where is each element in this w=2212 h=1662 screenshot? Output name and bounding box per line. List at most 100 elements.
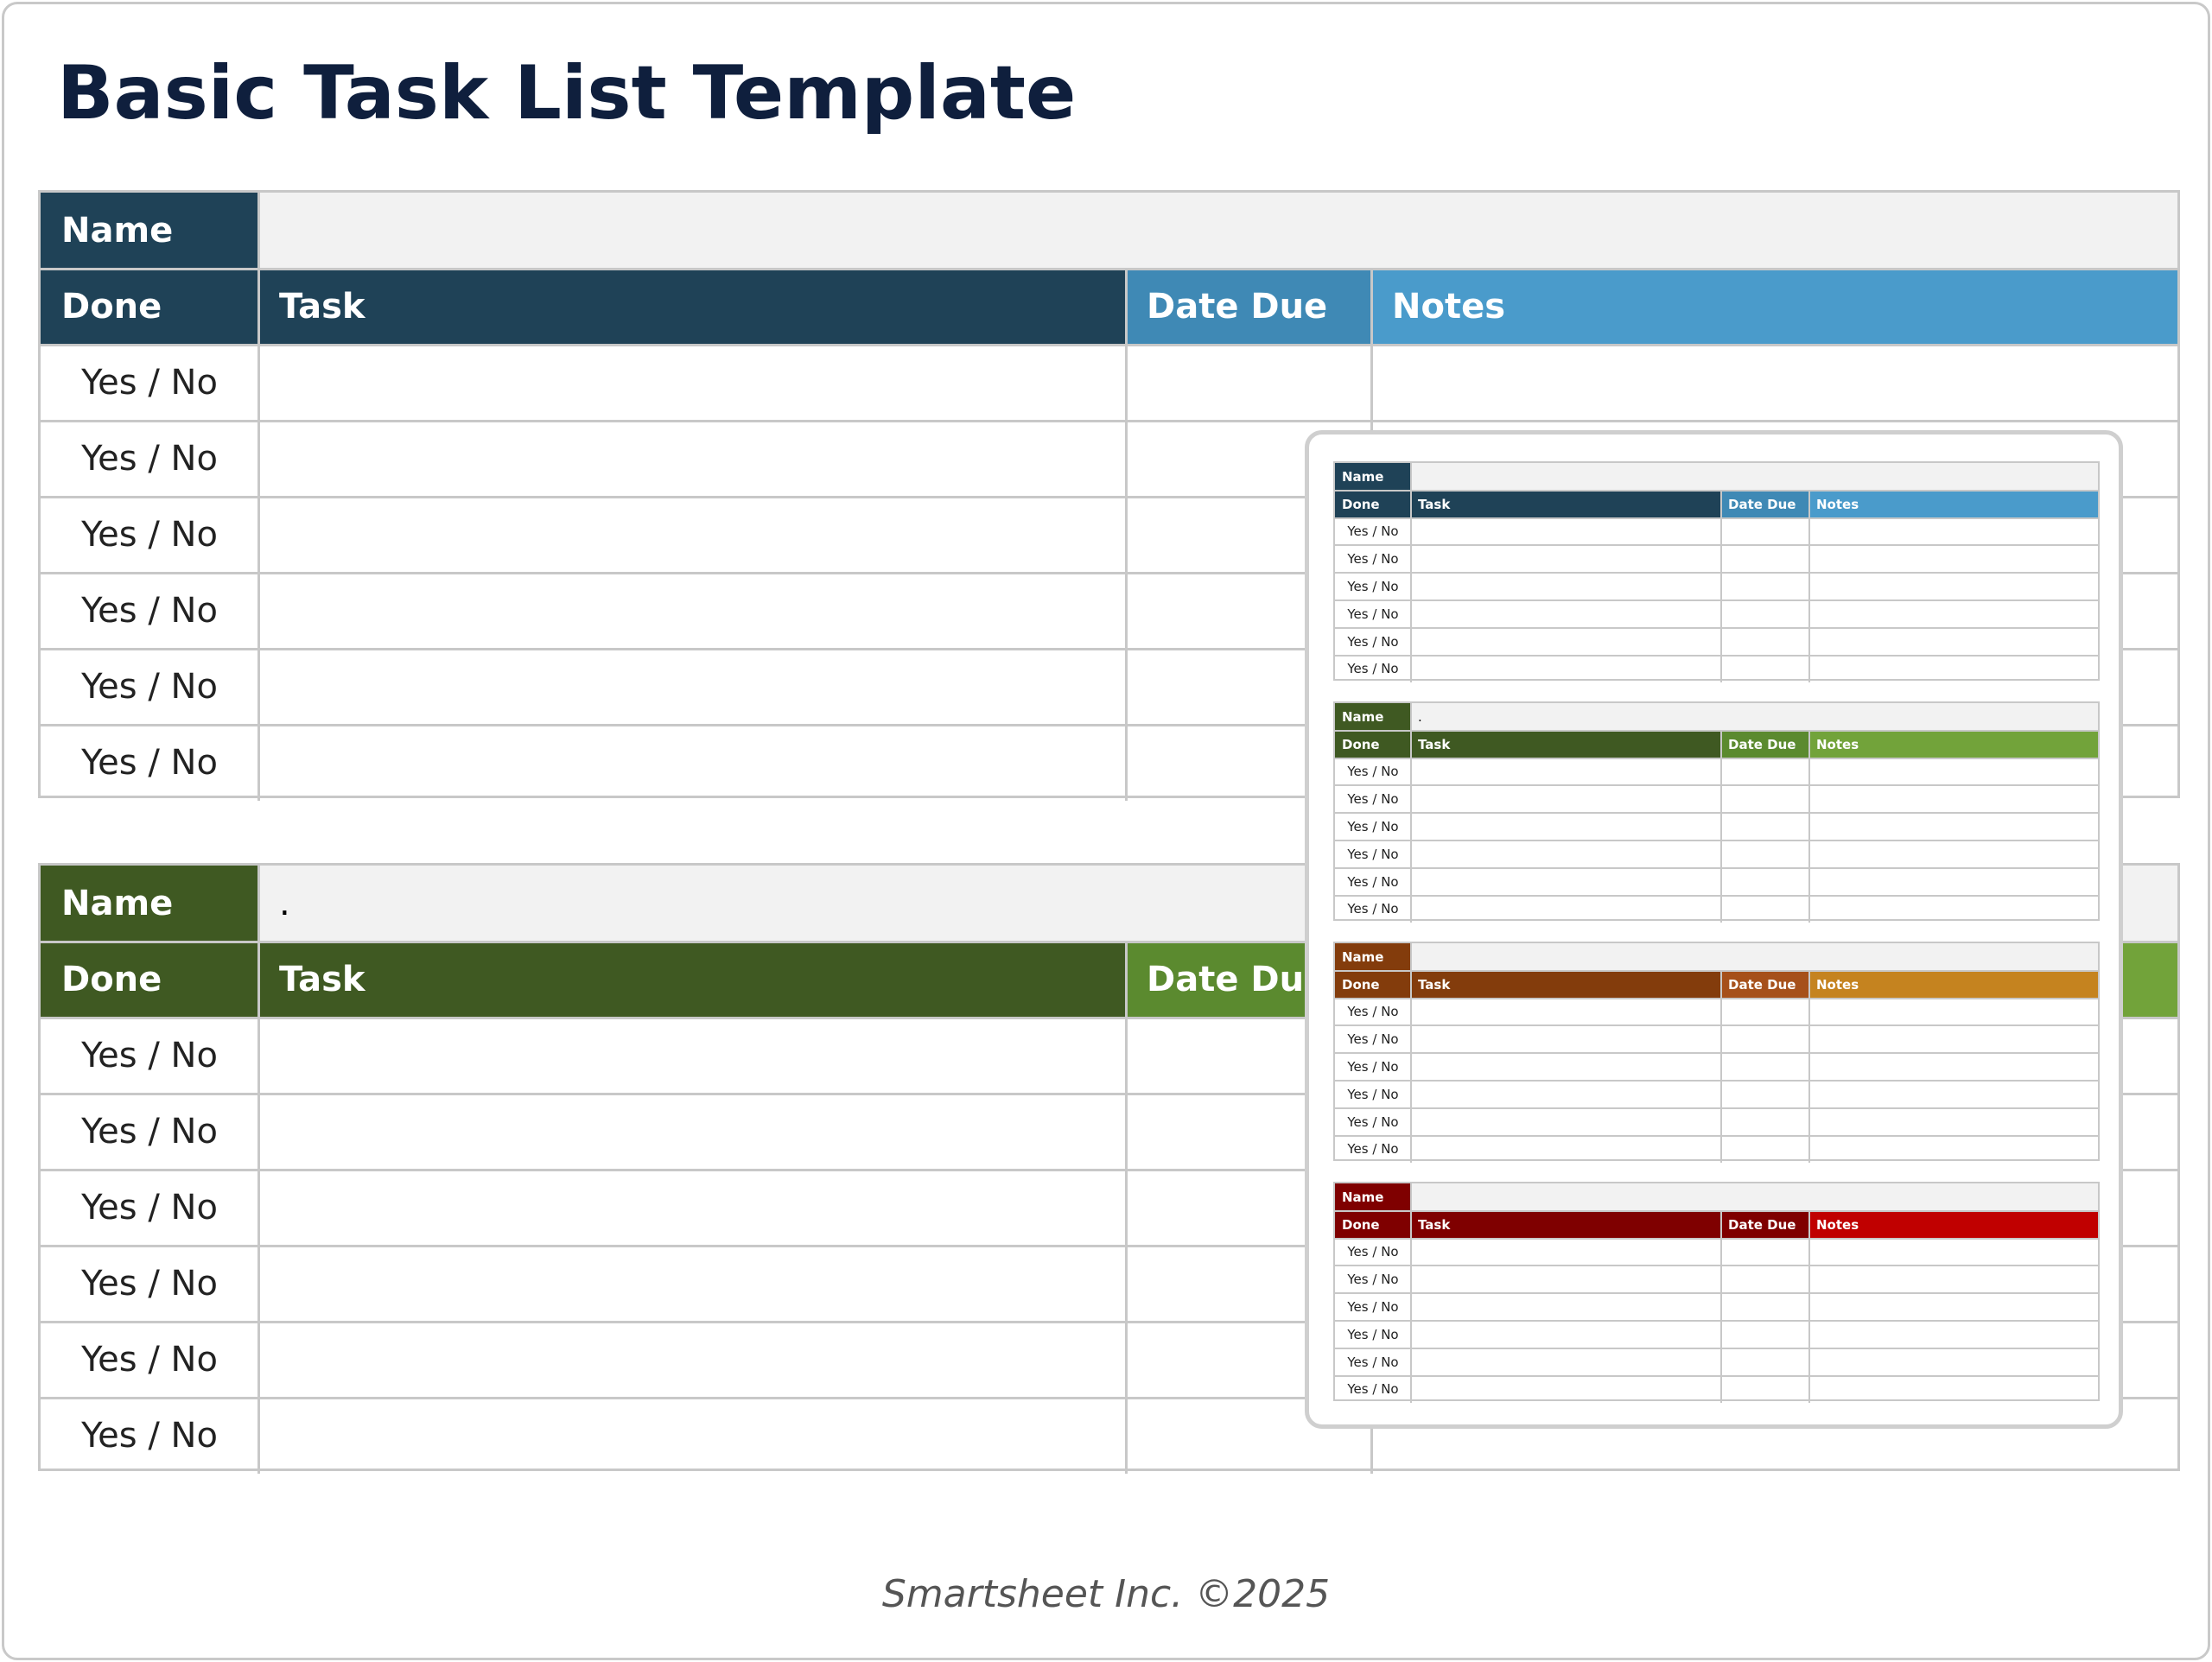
- notes-cell[interactable]: [1809, 545, 2098, 573]
- task-cell[interactable]: [1411, 1348, 1721, 1376]
- date-due-cell[interactable]: [1721, 1136, 1809, 1164]
- done-cell[interactable]: Yes / No: [81, 1416, 218, 1456]
- notes-cell[interactable]: [1809, 628, 2098, 656]
- date-due-cell[interactable]: [1721, 868, 1809, 896]
- task-cell[interactable]: [1411, 1266, 1721, 1293]
- date-due-cell[interactable]: [1721, 758, 1809, 786]
- name-input[interactable]: [1411, 1183, 2098, 1211]
- done-cell[interactable]: Yes / No: [1347, 819, 1399, 835]
- notes-cell[interactable]: [1809, 785, 2098, 813]
- notes-cell[interactable]: [1809, 813, 2098, 841]
- task-cell[interactable]: [258, 649, 1126, 725]
- task-cell[interactable]: [1411, 1081, 1721, 1108]
- task-cell[interactable]: [1411, 841, 1721, 868]
- done-cell[interactable]: Yes / No: [1347, 1244, 1399, 1260]
- done-cell[interactable]: Yes / No: [81, 667, 218, 707]
- notes-cell[interactable]: [1809, 1108, 2098, 1136]
- done-cell[interactable]: Yes / No: [81, 1036, 218, 1075]
- date-due-cell[interactable]: [1721, 545, 1809, 573]
- task-cell[interactable]: [1411, 813, 1721, 841]
- task-cell[interactable]: [1411, 573, 1721, 600]
- done-cell[interactable]: Yes / No: [1347, 1004, 1399, 1020]
- done-cell[interactable]: Yes / No: [1347, 523, 1399, 540]
- done-cell[interactable]: Yes / No: [81, 1264, 218, 1304]
- task-cell[interactable]: [1411, 1293, 1721, 1321]
- task-cell[interactable]: [1411, 518, 1721, 546]
- done-cell[interactable]: Yes / No: [81, 743, 218, 783]
- done-cell[interactable]: Yes / No: [1347, 661, 1399, 677]
- task-cell[interactable]: [1411, 785, 1721, 813]
- name-input[interactable]: [1411, 463, 2098, 491]
- done-cell[interactable]: Yes / No: [1347, 1272, 1399, 1288]
- task-cell[interactable]: [258, 1246, 1126, 1322]
- done-cell[interactable]: Yes / No: [1347, 551, 1399, 568]
- notes-cell[interactable]: [1809, 1266, 2098, 1293]
- done-cell[interactable]: Yes / No: [1347, 791, 1399, 808]
- task-cell[interactable]: [258, 421, 1126, 497]
- task-cell[interactable]: [1411, 1108, 1721, 1136]
- done-cell[interactable]: Yes / No: [1347, 1141, 1399, 1158]
- date-due-cell[interactable]: [1721, 1239, 1809, 1266]
- date-due-cell[interactable]: [1721, 518, 1809, 546]
- done-cell[interactable]: Yes / No: [81, 1112, 218, 1151]
- date-due-cell[interactable]: [1721, 841, 1809, 868]
- notes-cell[interactable]: [1809, 1321, 2098, 1348]
- name-input[interactable]: [1411, 943, 2098, 971]
- notes-cell[interactable]: [1809, 1293, 2098, 1321]
- notes-cell[interactable]: [1809, 600, 2098, 628]
- notes-cell[interactable]: [1809, 1053, 2098, 1081]
- notes-cell[interactable]: [1809, 868, 2098, 896]
- done-cell[interactable]: Yes / No: [81, 1340, 218, 1380]
- notes-cell[interactable]: [1809, 518, 2098, 546]
- notes-cell[interactable]: [1809, 758, 2098, 786]
- done-cell[interactable]: Yes / No: [1347, 1326, 1399, 1342]
- done-cell[interactable]: Yes / No: [1347, 1031, 1399, 1048]
- task-cell[interactable]: [258, 1322, 1126, 1398]
- task-cell[interactable]: [1411, 1376, 1721, 1404]
- notes-cell[interactable]: [1809, 1025, 2098, 1053]
- task-cell[interactable]: [258, 1094, 1126, 1170]
- name-input[interactable]: .: [1411, 703, 2098, 731]
- task-cell[interactable]: [1411, 999, 1721, 1026]
- notes-cell[interactable]: [1809, 1136, 2098, 1164]
- notes-cell[interactable]: [1809, 1081, 2098, 1108]
- task-cell[interactable]: [1411, 896, 1721, 923]
- task-cell[interactable]: [1411, 868, 1721, 896]
- task-cell[interactable]: [258, 1170, 1126, 1246]
- task-cell[interactable]: [1411, 1053, 1721, 1081]
- date-due-cell[interactable]: [1721, 1266, 1809, 1293]
- date-due-cell[interactable]: [1721, 999, 1809, 1026]
- date-due-cell[interactable]: [1721, 813, 1809, 841]
- notes-cell[interactable]: [1809, 896, 2098, 923]
- notes-cell[interactable]: [1809, 999, 2098, 1026]
- date-due-cell[interactable]: [1721, 1025, 1809, 1053]
- task-cell[interactable]: [258, 1398, 1126, 1474]
- done-cell[interactable]: Yes / No: [1347, 846, 1399, 862]
- date-due-cell[interactable]: [1721, 1053, 1809, 1081]
- task-cell[interactable]: [1411, 1025, 1721, 1053]
- done-cell[interactable]: Yes / No: [81, 1188, 218, 1227]
- date-due-cell[interactable]: [1721, 1321, 1809, 1348]
- date-due-cell[interactable]: [1126, 345, 1371, 421]
- date-due-cell[interactable]: [1721, 1108, 1809, 1136]
- done-cell[interactable]: Yes / No: [1347, 901, 1399, 917]
- notes-cell[interactable]: [1809, 841, 2098, 868]
- done-cell[interactable]: Yes / No: [81, 515, 218, 555]
- notes-cell[interactable]: [1809, 573, 2098, 600]
- done-cell[interactable]: Yes / No: [1347, 1086, 1399, 1102]
- done-cell[interactable]: Yes / No: [1347, 606, 1399, 622]
- date-due-cell[interactable]: [1721, 1293, 1809, 1321]
- task-cell[interactable]: [1411, 1239, 1721, 1266]
- task-cell[interactable]: [258, 573, 1126, 649]
- notes-cell[interactable]: [1809, 1376, 2098, 1404]
- done-cell[interactable]: Yes / No: [1347, 579, 1399, 595]
- done-cell[interactable]: Yes / No: [1347, 1299, 1399, 1316]
- done-cell[interactable]: Yes / No: [1347, 1113, 1399, 1130]
- date-due-cell[interactable]: [1721, 896, 1809, 923]
- done-cell[interactable]: Yes / No: [1347, 1354, 1399, 1370]
- date-due-cell[interactable]: [1721, 785, 1809, 813]
- done-cell[interactable]: Yes / No: [1347, 764, 1399, 780]
- notes-cell[interactable]: [1809, 1348, 2098, 1376]
- notes-cell[interactable]: [1371, 345, 2177, 421]
- task-cell[interactable]: [1411, 600, 1721, 628]
